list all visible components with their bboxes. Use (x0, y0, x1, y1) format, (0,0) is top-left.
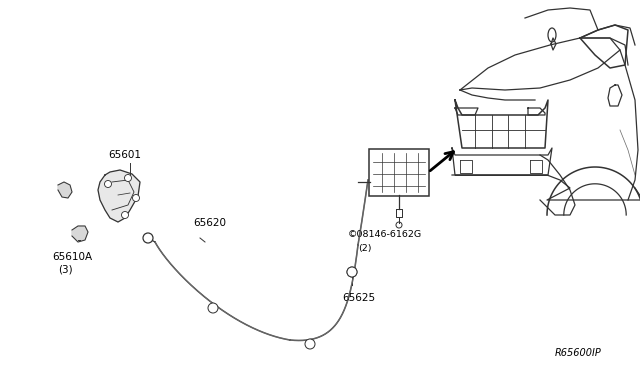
Text: (2): (2) (358, 244, 371, 253)
Polygon shape (72, 226, 88, 242)
Text: ©08146-6162G: ©08146-6162G (348, 230, 422, 239)
FancyBboxPatch shape (369, 149, 429, 196)
Polygon shape (58, 182, 72, 198)
Polygon shape (98, 170, 140, 222)
Text: 65601: 65601 (108, 150, 141, 160)
Circle shape (347, 267, 357, 277)
Text: 65620: 65620 (193, 218, 226, 228)
Circle shape (305, 339, 315, 349)
Circle shape (122, 212, 129, 218)
Circle shape (104, 180, 111, 187)
Text: (3): (3) (58, 264, 72, 274)
Circle shape (125, 174, 131, 182)
Text: R65600IP: R65600IP (555, 348, 602, 358)
Text: 65625: 65625 (342, 293, 375, 303)
Circle shape (143, 233, 153, 243)
Circle shape (347, 267, 357, 277)
Text: 65610A: 65610A (52, 252, 92, 262)
Circle shape (208, 303, 218, 313)
Circle shape (132, 195, 140, 202)
